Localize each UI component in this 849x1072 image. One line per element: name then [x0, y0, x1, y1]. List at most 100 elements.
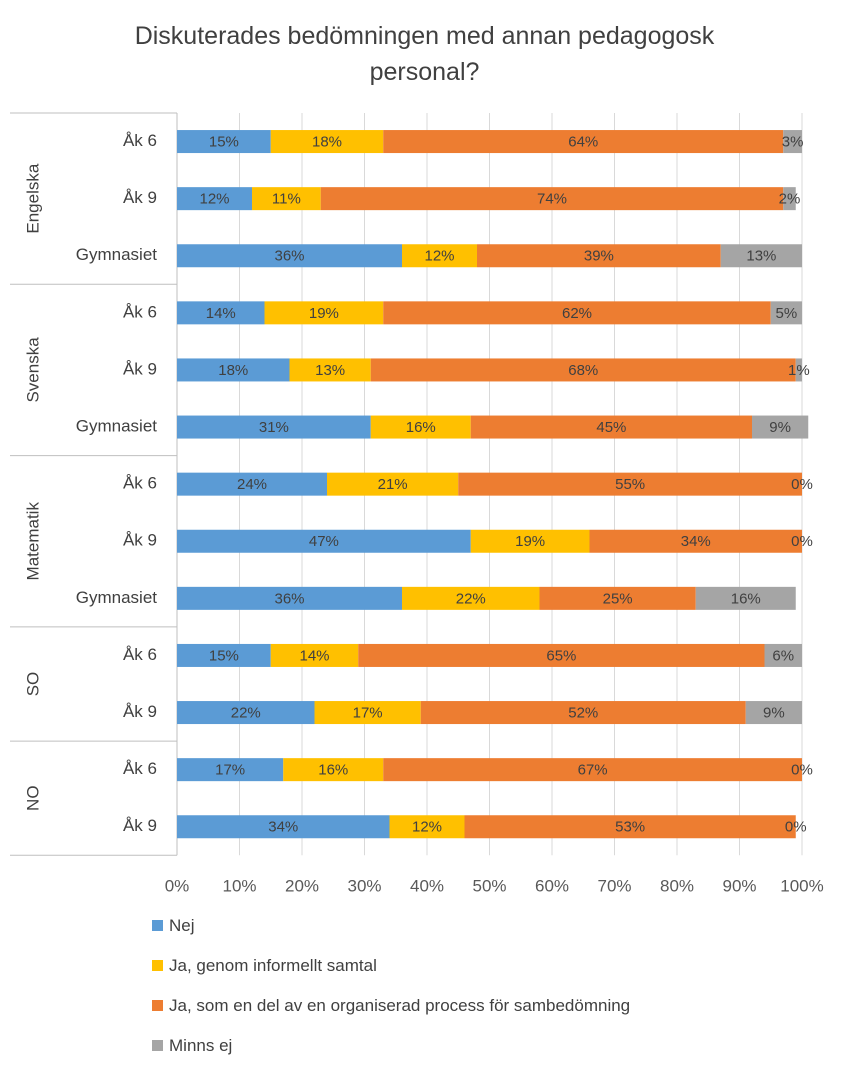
legend-label-nej: Nej — [169, 916, 195, 935]
chart-title: Diskuterades bedömningen med annan pedag… — [0, 18, 849, 90]
data-label: 12% — [424, 248, 454, 265]
bar-segment — [464, 815, 796, 839]
x-tick-label: 0% — [165, 876, 190, 895]
x-tick-label: 70% — [597, 876, 631, 895]
bar-segment — [477, 244, 721, 268]
data-label: 24% — [237, 476, 267, 493]
bar-segment — [402, 586, 540, 610]
data-label: 74% — [537, 191, 567, 208]
data-label: 18% — [312, 134, 342, 151]
legend-label-ja-organiserad: Ja, som en del av en organiserad process… — [169, 996, 631, 1015]
chart-title-line-2: personal? — [369, 58, 480, 86]
bar-segment — [402, 244, 477, 268]
data-label: 16% — [731, 590, 761, 607]
chart-legend: Nej Ja, genom informellt samtal Ja, som … — [152, 910, 630, 1070]
data-label: 53% — [615, 819, 645, 836]
legend-item-ja-informellt: Ja, genom informellt samtal — [152, 950, 630, 990]
bar-segment — [383, 301, 771, 325]
bar-segment — [177, 586, 402, 610]
bar-segment — [177, 758, 284, 782]
row-label: Åk 9 — [123, 816, 157, 835]
bar-segment — [420, 701, 746, 725]
data-label: 5% — [776, 305, 798, 322]
data-label: 12% — [412, 819, 442, 836]
legend-label-ja-informellt: Ja, genom informellt samtal — [169, 956, 377, 975]
data-label: 39% — [584, 248, 614, 265]
data-label: 16% — [318, 762, 348, 779]
data-label: 18% — [218, 362, 248, 379]
group-label: Engelska — [23, 163, 42, 233]
data-label: 62% — [562, 305, 592, 322]
data-label: 19% — [309, 305, 339, 322]
bar-segment — [270, 130, 384, 154]
bar-segment — [539, 586, 696, 610]
row-label: Gymnasiet — [76, 588, 158, 607]
bar-segment — [370, 358, 796, 382]
data-label: 45% — [596, 419, 626, 436]
bar-segment — [783, 130, 802, 154]
data-label: 14% — [299, 647, 329, 664]
data-label: 34% — [268, 819, 298, 836]
legend-swatch-ja-informellt — [152, 960, 163, 972]
bar-segment — [177, 415, 371, 439]
group-label: Svenska — [23, 337, 42, 403]
data-label: 36% — [274, 248, 304, 265]
row-label: Gymnasiet — [76, 245, 158, 264]
data-label: 12% — [199, 191, 229, 208]
bar-segment — [695, 586, 796, 610]
bar-segment — [177, 529, 471, 553]
row-label: Åk 6 — [123, 645, 157, 664]
bar-segment — [389, 815, 465, 839]
bar-segment — [177, 358, 290, 382]
bar-segment — [177, 643, 271, 667]
data-label: 0% — [791, 762, 813, 779]
bar-segment — [314, 701, 421, 725]
bar-segment — [177, 244, 402, 268]
data-label: 36% — [274, 590, 304, 607]
data-label: 11% — [272, 191, 301, 208]
bar-segment — [470, 415, 752, 439]
bar-segment — [458, 472, 802, 496]
data-label: 6% — [772, 647, 794, 664]
x-tick-label: 10% — [222, 876, 256, 895]
x-tick-label: 30% — [347, 876, 381, 895]
row-label: Åk 6 — [123, 759, 157, 778]
data-label: 13% — [315, 362, 345, 379]
bar-segment — [177, 130, 271, 154]
data-label: 31% — [259, 419, 289, 436]
data-label: 68% — [568, 362, 598, 379]
legend-swatch-minns-ej — [152, 1040, 163, 1052]
bar-segment — [589, 529, 802, 553]
x-tick-label: 100% — [780, 876, 823, 895]
x-tick-label: 80% — [660, 876, 694, 895]
bar-segment — [252, 187, 321, 211]
row-label: Åk 6 — [123, 131, 157, 150]
bar-segment — [177, 701, 315, 725]
bar-segment — [177, 472, 327, 496]
bar-segment — [283, 758, 384, 782]
data-label: 47% — [309, 533, 339, 550]
data-label: 2% — [779, 191, 801, 208]
bar-segment — [770, 301, 802, 325]
legend-item-ja-organiserad: Ja, som en del av en organiserad process… — [152, 990, 630, 1030]
group-label: NO — [23, 785, 42, 811]
bar-segment — [270, 643, 359, 667]
data-label: 67% — [578, 762, 608, 779]
x-tick-label: 40% — [410, 876, 444, 895]
row-label: Åk 6 — [123, 474, 157, 493]
data-label: 16% — [406, 419, 436, 436]
row-label: Åk 6 — [123, 302, 157, 321]
data-label: 22% — [456, 590, 486, 607]
bar-segment — [720, 244, 802, 268]
data-label: 64% — [568, 134, 598, 151]
row-label: Åk 9 — [123, 188, 157, 207]
bar-segment — [795, 358, 802, 382]
bar-segment — [327, 472, 459, 496]
data-label: 0% — [791, 533, 813, 550]
data-label: 14% — [206, 305, 236, 322]
data-label: 19% — [515, 533, 545, 550]
chart-title-line-1: Diskuterades bedömningen med annan pedag… — [134, 22, 715, 50]
bar-segment — [764, 643, 802, 667]
data-label: 0% — [785, 819, 807, 836]
